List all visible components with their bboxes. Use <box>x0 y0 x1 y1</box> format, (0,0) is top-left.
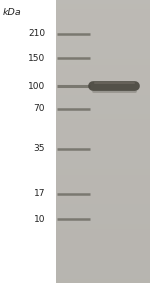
Text: 10: 10 <box>34 215 45 224</box>
Text: 70: 70 <box>34 104 45 113</box>
Text: kDa: kDa <box>3 8 21 17</box>
Text: 150: 150 <box>28 53 45 63</box>
Text: 17: 17 <box>34 189 45 198</box>
Text: 210: 210 <box>28 29 45 38</box>
Text: 100: 100 <box>28 82 45 91</box>
Text: 35: 35 <box>34 144 45 153</box>
